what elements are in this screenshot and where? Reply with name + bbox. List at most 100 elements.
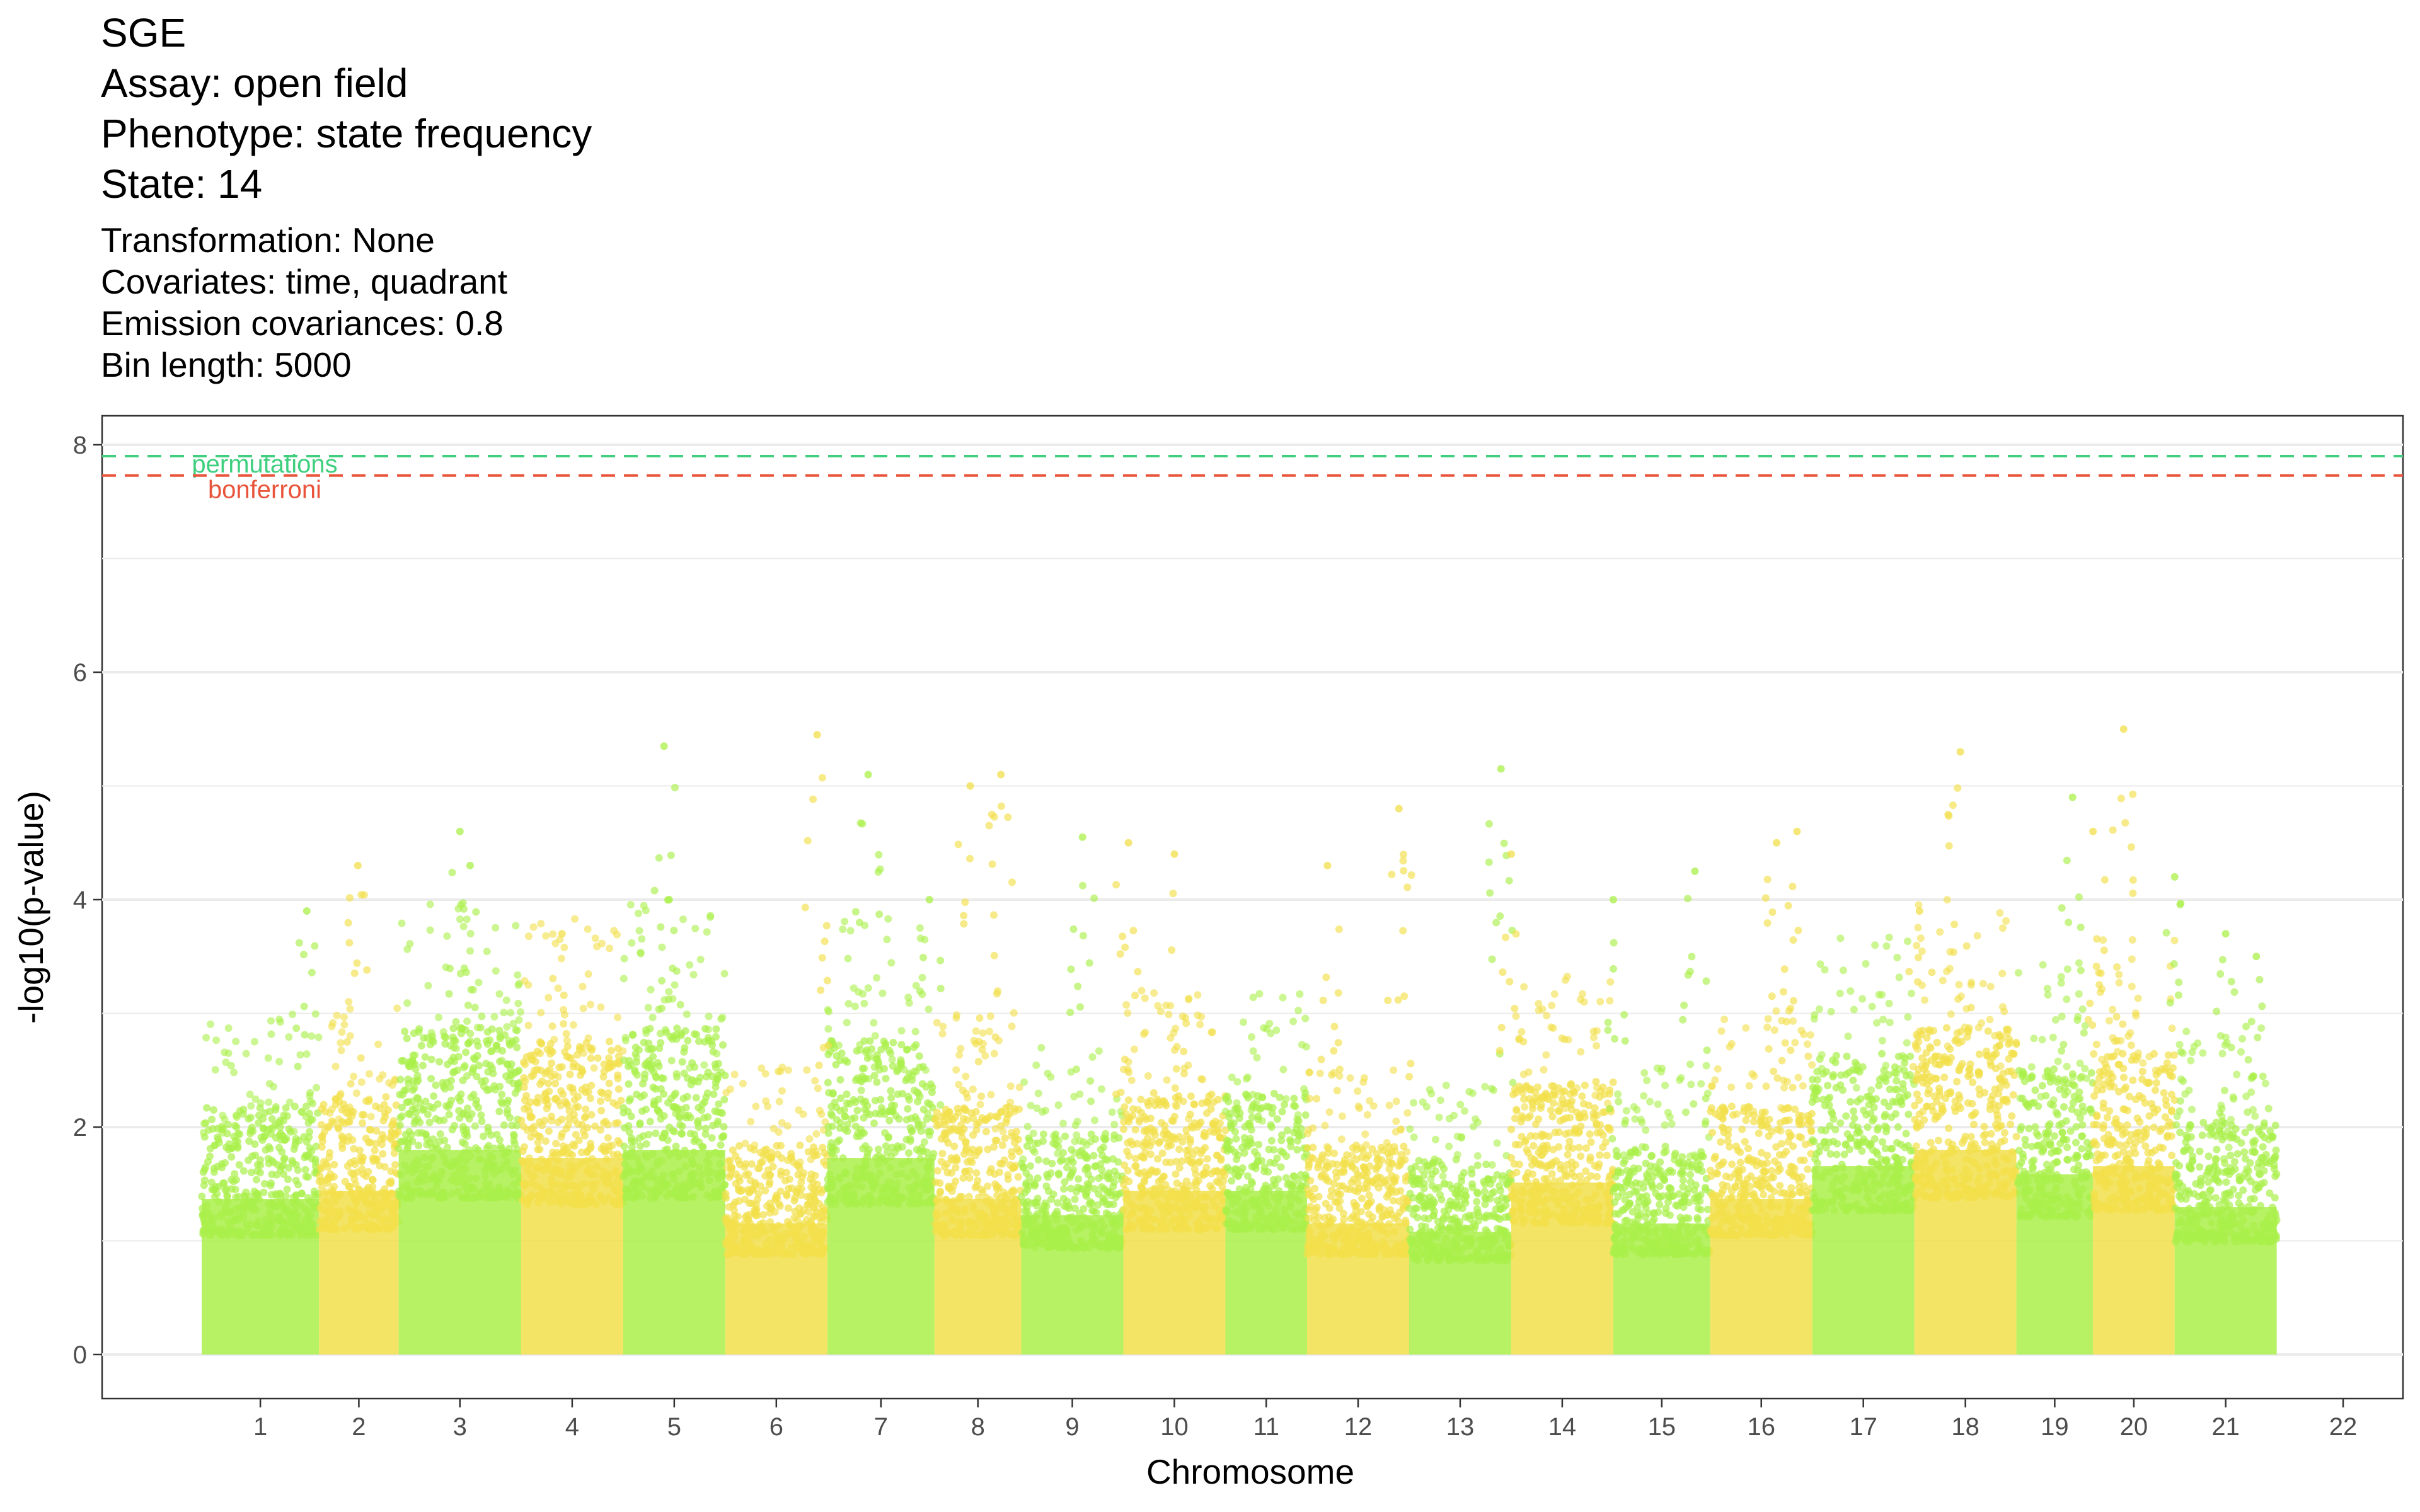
- data-point: [1253, 1053, 1261, 1062]
- data-point: [214, 1198, 222, 1206]
- data-point: [1362, 1154, 1370, 1162]
- data-point: [861, 1160, 870, 1168]
- data-point: [705, 1151, 713, 1159]
- data-point: [751, 1179, 759, 1187]
- data-point: [406, 940, 414, 948]
- data-point: [198, 1193, 206, 1201]
- data-point: [1366, 1162, 1374, 1171]
- data-point: [268, 1115, 276, 1123]
- data-point: [1252, 1098, 1260, 1106]
- data-point: [1315, 1193, 1323, 1201]
- chart-subtitle-line-3: Emission covariances: 0.8: [101, 304, 504, 343]
- data-point: [809, 1243, 817, 1251]
- data-point: [1060, 1185, 1068, 1193]
- data-point: [398, 1104, 406, 1112]
- data-point: [829, 1089, 837, 1097]
- data-point: [412, 1109, 420, 1117]
- data-point: [358, 1111, 366, 1119]
- data-point: [1221, 1094, 1230, 1102]
- data-point: [1354, 1218, 1363, 1226]
- data-point: [681, 1162, 689, 1171]
- data-point: [1068, 1213, 1076, 1221]
- data-point: [306, 1128, 314, 1136]
- data-point: [498, 1166, 506, 1174]
- data-point: [228, 1144, 236, 1152]
- data-point: [234, 1215, 243, 1223]
- data-point: [222, 1058, 230, 1067]
- data-point: [1003, 1110, 1011, 1118]
- data-point: [423, 1135, 431, 1143]
- data-point: [775, 1097, 783, 1106]
- data-point: [1167, 1159, 1175, 1167]
- data-point: [482, 1060, 490, 1068]
- data-point: [536, 1118, 544, 1126]
- data-point: [717, 1150, 725, 1159]
- data-point: [1186, 1138, 1194, 1147]
- data-point: [1383, 1139, 1391, 1147]
- data-point: [338, 1028, 346, 1036]
- data-point: [1294, 1006, 1303, 1014]
- data-point: [644, 1060, 652, 1068]
- data-point: [565, 1167, 573, 1176]
- data-point: [1158, 1202, 1166, 1210]
- data-point: [773, 1234, 781, 1242]
- data-point: [578, 1085, 586, 1094]
- data-point: [728, 1246, 736, 1254]
- data-point: [207, 1020, 215, 1028]
- data-point: [819, 1213, 827, 1221]
- data-point: [659, 1090, 667, 1098]
- data-point: [640, 1091, 648, 1099]
- data-point: [1355, 1227, 1363, 1235]
- data-point: [1121, 1103, 1129, 1111]
- data-point: [588, 1045, 596, 1053]
- data-point: [1071, 1195, 1079, 1203]
- data-point: [296, 1223, 304, 1232]
- data-point: [714, 1192, 722, 1200]
- data-point: [1057, 1234, 1065, 1242]
- data-point: [1231, 1208, 1240, 1216]
- data-point: [1185, 995, 1193, 1003]
- data-point: [1128, 1209, 1136, 1217]
- data-point: [591, 1171, 599, 1179]
- data-point: [467, 1185, 475, 1193]
- data-point: [987, 1165, 995, 1173]
- data-point: [596, 1192, 604, 1200]
- data-point: [1216, 1133, 1224, 1142]
- data-point: [1250, 1199, 1258, 1207]
- data-point: [466, 947, 474, 955]
- data-point: [1271, 1180, 1279, 1188]
- data-point: [1242, 1075, 1250, 1083]
- data-point: [677, 1130, 686, 1138]
- data-point: [260, 1227, 268, 1235]
- data-point: [932, 1209, 940, 1217]
- data-point: [1134, 1106, 1142, 1114]
- data-point: [441, 1137, 449, 1145]
- data-point: [1042, 1106, 1050, 1114]
- data-point: [1250, 1222, 1258, 1230]
- data-point: [907, 1194, 915, 1203]
- data-point: [495, 1082, 504, 1091]
- data-point: [1328, 1232, 1337, 1240]
- data-point: [1190, 1101, 1199, 1109]
- data-point: [859, 1145, 867, 1153]
- data-point: [515, 1016, 523, 1024]
- data-point: [1110, 1120, 1119, 1128]
- data-point: [1406, 1189, 1414, 1198]
- data-point: [235, 1161, 243, 1169]
- data-point: [894, 1198, 902, 1206]
- data-point: [1341, 1227, 1349, 1235]
- data-point: [652, 1130, 660, 1138]
- data-point: [922, 1083, 930, 1091]
- data-point: [911, 1028, 919, 1036]
- data-point: [933, 1167, 942, 1175]
- data-point: [1206, 1128, 1214, 1136]
- data-point: [1248, 1140, 1256, 1148]
- data-point: [541, 1137, 550, 1145]
- data-point: [230, 1068, 238, 1077]
- data-point: [1368, 1213, 1376, 1222]
- data-point: [636, 1120, 644, 1128]
- chart-title-line-4: State: 14: [101, 161, 263, 207]
- data-point: [1122, 1001, 1131, 1009]
- data-point: [517, 1116, 526, 1125]
- data-point: [515, 1079, 523, 1087]
